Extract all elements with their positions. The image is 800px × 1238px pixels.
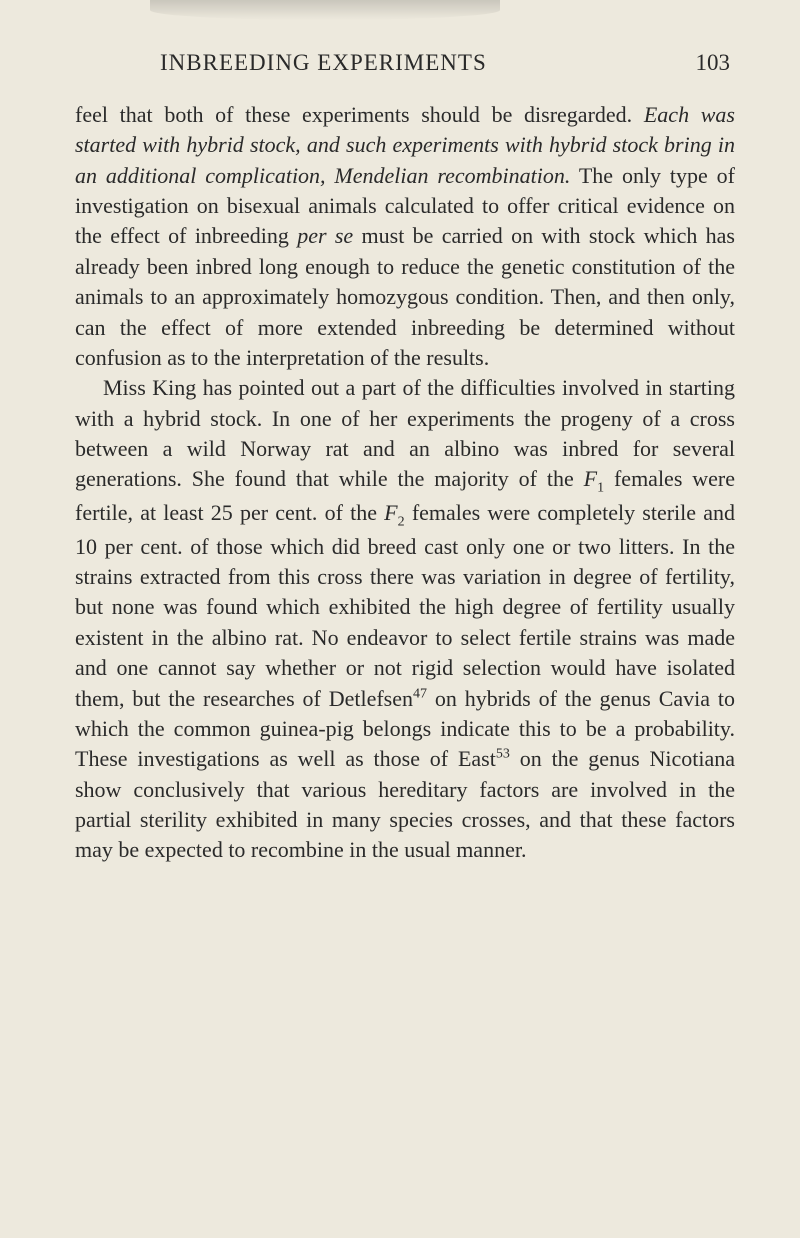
p2-f1: F (584, 466, 597, 491)
body-text: feel that both of these experiments shou… (75, 100, 735, 866)
p2-text-3: females were completely sterile and 10 p… (75, 500, 735, 711)
p2-sub-2: 2 (398, 514, 405, 529)
paragraph-2: Miss King has pointed out a part of the … (75, 373, 735, 865)
page-header: INBREEDING EXPERIMENTS 103 (75, 50, 735, 76)
paragraph-1: feel that both of these experiments shou… (75, 100, 735, 373)
p2-sup-1: 47 (413, 686, 427, 701)
p2-f2: F (384, 500, 397, 525)
page-container: INBREEDING EXPERIMENTS 103 feel that bot… (0, 0, 800, 1238)
p2-sup-2: 53 (496, 747, 510, 762)
header-title: INBREEDING EXPERIMENTS (160, 50, 487, 76)
page-shadow (150, 0, 500, 20)
page-number: 103 (696, 50, 731, 76)
p1-text-1: feel that both of these experiments shou… (75, 102, 644, 127)
p1-italic-2: per se (297, 223, 353, 248)
